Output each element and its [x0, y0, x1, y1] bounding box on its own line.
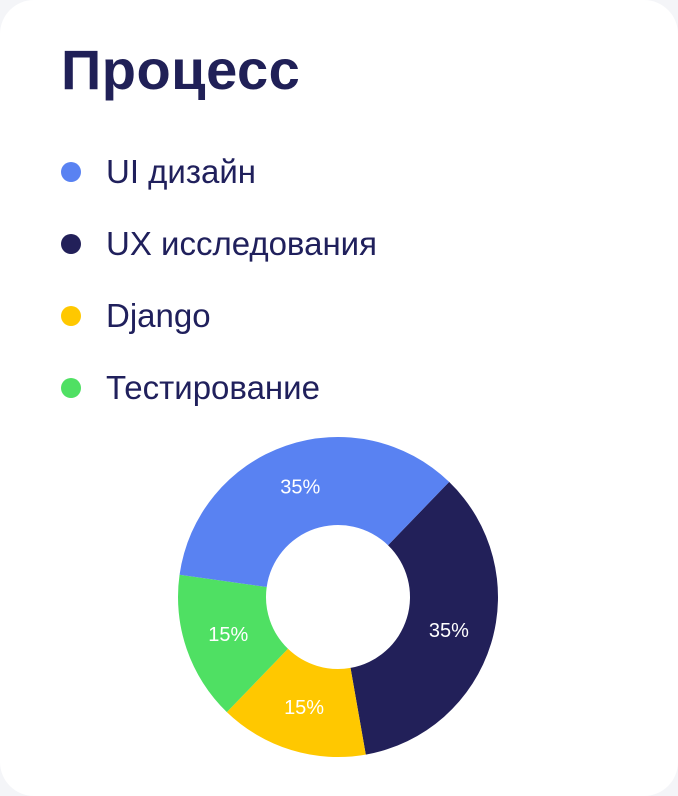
donut-slice-ui-design	[179, 437, 450, 587]
chart-title: Процесс	[61, 38, 301, 101]
donut-slice-testing	[178, 574, 288, 713]
legend-label-testing: Тестирование	[106, 369, 320, 406]
donut-chart-svg: 35% 15% 15% 35%	[178, 437, 498, 757]
slice-label-ux-research: 35%	[429, 620, 469, 642]
legend-dot-django	[61, 306, 81, 326]
legend-label-ui-design: UI дизайн	[106, 153, 256, 190]
legend-item-testing: Тестирование	[61, 352, 377, 424]
legend-dot-ui-design	[61, 162, 81, 182]
legend-item-django: Django	[61, 280, 377, 352]
legend-item-ui-design: UI дизайн	[61, 136, 377, 208]
donut-slice-django	[226, 648, 366, 757]
donut-slice-ux-research	[350, 481, 498, 755]
slice-label-django: 15%	[284, 697, 324, 719]
legend-dot-testing	[61, 378, 81, 398]
slice-label-ui-design: 35%	[280, 476, 320, 498]
slice-label-testing: 15%	[208, 624, 248, 646]
legend-dot-ux-research	[61, 234, 81, 254]
legend-label-django: Django	[106, 297, 211, 334]
donut-chart: 35% 15% 15% 35%	[150, 424, 530, 774]
legend-item-ux-research: UX исследования	[61, 208, 377, 280]
chart-legend: UI дизайн UX исследования Django Тестиро…	[61, 136, 377, 424]
legend-label-ux-research: UX исследования	[106, 225, 377, 262]
